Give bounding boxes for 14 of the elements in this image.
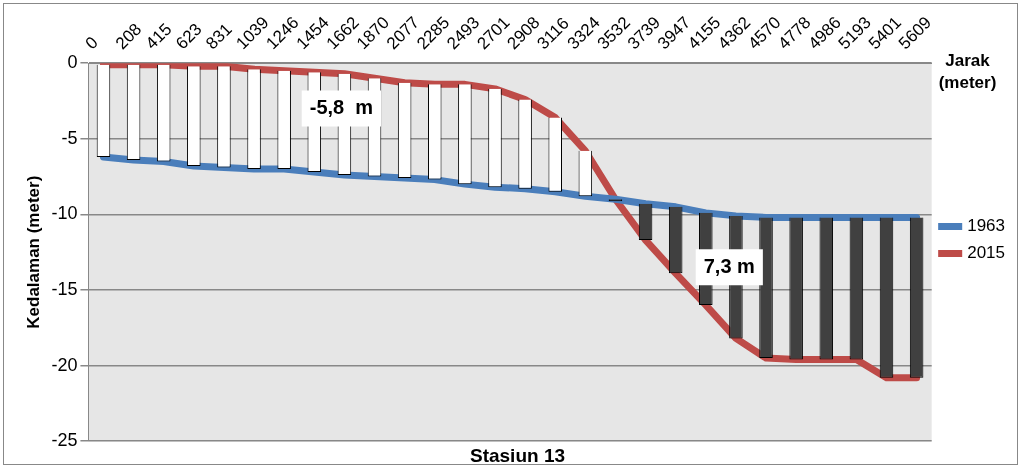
y-axis-title: Kedalaman (meter) — [23, 175, 43, 329]
legend-label: 2015 — [967, 243, 1006, 263]
y-tick-label: -15 — [51, 278, 78, 299]
y-tick-label: -25 — [51, 430, 78, 451]
y-tick-label: -5 — [61, 127, 78, 148]
x-axis-title: Jarak (meter) — [938, 51, 997, 92]
y-tick-label: 0 — [67, 52, 78, 73]
x-tick-label: 0 — [81, 32, 102, 54]
annotation: -5,8 m — [309, 96, 374, 119]
y-tick-label: -10 — [51, 203, 78, 224]
legend-label: 1963 — [967, 216, 1006, 236]
text: Stasiun 13 — [469, 444, 566, 466]
annotation: 7,3 m — [703, 254, 755, 277]
y-tick-label: -20 — [51, 354, 78, 375]
